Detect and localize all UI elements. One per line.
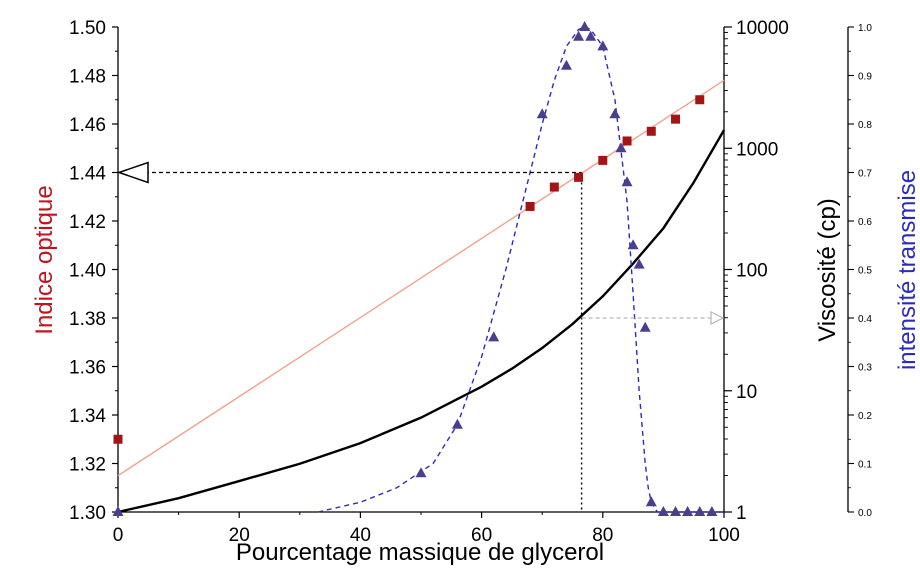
transmission-point bbox=[615, 142, 627, 153]
transmission-fit-curve bbox=[317, 26, 724, 513]
transmission-point bbox=[706, 506, 718, 516]
transmission-point bbox=[639, 321, 651, 332]
y-left-tick-label: 1.34 bbox=[69, 406, 106, 427]
y-left-tick-label: 1.46 bbox=[69, 115, 106, 136]
x-tick-label: 80 bbox=[592, 525, 613, 546]
x-tick-label: 100 bbox=[708, 525, 740, 546]
y-left-tick-label: 1.50 bbox=[69, 18, 106, 39]
x-tick-label: 20 bbox=[229, 525, 250, 546]
y-right2-tick-label: 0.2 bbox=[858, 411, 872, 422]
y-left-tick-label: 1.40 bbox=[69, 261, 106, 282]
y-left-tick-label: 1.42 bbox=[69, 212, 106, 233]
y-right2-tick-label: 0.4 bbox=[858, 314, 872, 325]
y-left-tick-label: 1.48 bbox=[69, 67, 106, 88]
refractive-index-point bbox=[549, 182, 559, 192]
transmission-point bbox=[415, 467, 427, 478]
refractive-index-point bbox=[525, 201, 535, 211]
refractive-index-point bbox=[622, 136, 632, 146]
transmission-point bbox=[597, 40, 609, 51]
y-right2-tick-label: 0.9 bbox=[858, 72, 872, 83]
transmission-point bbox=[560, 59, 572, 70]
y-left-tick-label: 1.30 bbox=[69, 503, 106, 524]
transmission-point bbox=[112, 506, 124, 516]
refractive-index-point bbox=[671, 114, 681, 124]
transmission-point bbox=[670, 506, 682, 516]
x-axis-title: Pourcentage massique de glycerol bbox=[236, 539, 604, 566]
y-left-tick-label: 1.36 bbox=[69, 358, 106, 379]
y-left-tick-label: 1.38 bbox=[69, 309, 106, 330]
viscosity-curve bbox=[117, 129, 726, 514]
y-left-axis-title: Indice optique bbox=[31, 185, 58, 334]
transmission-point bbox=[451, 418, 463, 429]
y-right1-tick-label: 1 bbox=[736, 503, 747, 524]
x-tick-label: 0 bbox=[113, 525, 124, 546]
transmission-point bbox=[536, 108, 548, 119]
y-right2-tick-label: 0.0 bbox=[858, 508, 872, 519]
refractive-index-point bbox=[574, 172, 584, 182]
y-right2-tick-label: 0.8 bbox=[858, 120, 872, 131]
transmission-point bbox=[585, 30, 597, 41]
y-right2-tick-label: 0.1 bbox=[858, 460, 872, 471]
refractive-index-point bbox=[646, 126, 656, 136]
transmission-point bbox=[488, 331, 500, 342]
transmission-point bbox=[573, 30, 585, 41]
y-right2-tick-label: 0.7 bbox=[858, 169, 872, 180]
refractive-index-point bbox=[695, 95, 705, 105]
transmission-point bbox=[633, 258, 645, 269]
transmission-point bbox=[579, 21, 591, 31]
transmission-point bbox=[694, 506, 706, 516]
x-tick-label: 40 bbox=[350, 525, 371, 546]
y-right2-axis-title: intensité transmise bbox=[894, 170, 920, 370]
y-left-tick-label: 1.32 bbox=[69, 455, 106, 476]
transmission-point bbox=[645, 496, 657, 507]
transmission-point bbox=[627, 239, 639, 250]
y-right1-tick-label: 10000 bbox=[736, 18, 789, 39]
y-right1-tick-label: 1000 bbox=[736, 139, 778, 160]
y-right2-tick-label: 1.0 bbox=[858, 23, 872, 34]
transmission-point bbox=[682, 506, 694, 516]
transmission-point bbox=[609, 108, 621, 119]
y-right2-tick-label: 0.6 bbox=[858, 217, 872, 228]
refractive-index-point bbox=[113, 434, 123, 444]
y-right2-tick-label: 0.3 bbox=[858, 363, 872, 374]
y-right1-tick-label: 10 bbox=[736, 382, 757, 403]
y-right1-tick-label: 100 bbox=[736, 261, 768, 282]
y-right2-tick-label: 0.5 bbox=[858, 266, 872, 277]
right-axis-arrow-icon bbox=[710, 311, 725, 325]
transmission-point bbox=[657, 506, 669, 516]
transmission-point bbox=[621, 176, 633, 187]
y-left-tick-label: 1.44 bbox=[69, 164, 106, 185]
y-right1-axis-title: Viscosité (cp) bbox=[814, 198, 841, 342]
x-tick-label: 60 bbox=[471, 525, 492, 546]
refractive-index-point bbox=[598, 155, 608, 165]
left-axis-arrow-icon bbox=[116, 161, 149, 184]
